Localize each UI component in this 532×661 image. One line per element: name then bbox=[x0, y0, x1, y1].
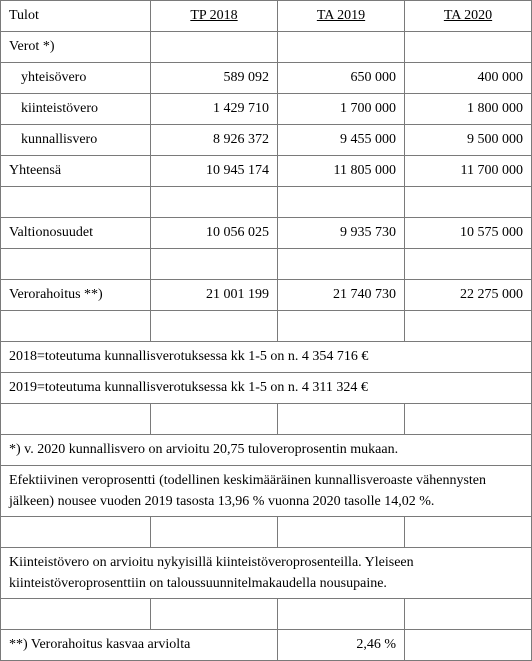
verot-label: Verot *) bbox=[1, 32, 151, 63]
verorahoitus-c1: 21 001 199 bbox=[151, 280, 278, 311]
row-star2: **) Verorahoitus kasvaa arviolta 2,46 % bbox=[1, 630, 532, 661]
row-blank-3 bbox=[1, 311, 532, 342]
cell-empty bbox=[278, 32, 405, 63]
row-note-2018: 2018=toteutuma kunnallisverotuksessa kk … bbox=[1, 342, 532, 373]
yhteensa-c1: 10 945 174 bbox=[151, 156, 278, 187]
note-star2-label: **) Verorahoitus kasvaa arviolta bbox=[1, 630, 278, 661]
cell-empty bbox=[151, 311, 278, 342]
cell-empty bbox=[405, 32, 532, 63]
row-valtionosuudet: Valtionosuudet 10 056 025 9 935 730 10 5… bbox=[1, 218, 532, 249]
label-yhteensa: Yhteensä bbox=[1, 156, 151, 187]
row-verorahoitus: Verorahoitus **) 21 001 199 21 740 730 2… bbox=[1, 280, 532, 311]
cell-empty bbox=[1, 599, 151, 630]
cell-empty bbox=[405, 599, 532, 630]
cell-empty bbox=[405, 187, 532, 218]
label-kiinteistovero: kiinteistövero bbox=[1, 94, 151, 125]
cell-empty bbox=[278, 517, 405, 548]
row-star1b: Efektiivinen veroprosentti (todellinen k… bbox=[1, 466, 532, 517]
row-kiinteisto-note: Kiinteistövero on arvioitu nykyisillä ki… bbox=[1, 548, 532, 599]
yhteisovero-c1: 589 092 bbox=[151, 63, 278, 94]
cell-empty bbox=[1, 249, 151, 280]
cell-empty bbox=[405, 630, 532, 661]
row-blank-5 bbox=[1, 517, 532, 548]
cell-empty bbox=[151, 517, 278, 548]
header-row: Tulot TP 2018 TA 2019 TA 2020 bbox=[1, 1, 532, 32]
cell-empty bbox=[405, 517, 532, 548]
kiinteistovero-c2: 1 700 000 bbox=[278, 94, 405, 125]
yhteisovero-c3: 400 000 bbox=[405, 63, 532, 94]
kunnallisvero-c2: 9 455 000 bbox=[278, 125, 405, 156]
cell-empty bbox=[278, 249, 405, 280]
row-kiinteistovero: kiinteistövero 1 429 710 1 700 000 1 800… bbox=[1, 94, 532, 125]
row-blank-6 bbox=[1, 599, 532, 630]
row-yhteisovero: yhteisövero 589 092 650 000 400 000 bbox=[1, 63, 532, 94]
tulot-table: Tulot TP 2018 TA 2019 TA 2020 Verot *) y… bbox=[0, 0, 532, 661]
cell-empty bbox=[151, 599, 278, 630]
note-kiinteisto: Kiinteistövero on arvioitu nykyisillä ki… bbox=[1, 548, 532, 599]
cell-empty bbox=[1, 404, 151, 435]
cell-empty bbox=[1, 187, 151, 218]
label-verorahoitus: Verorahoitus **) bbox=[1, 280, 151, 311]
kunnallisvero-c1: 8 926 372 bbox=[151, 125, 278, 156]
row-verot-heading: Verot *) bbox=[1, 32, 532, 63]
row-kunnallisvero: kunnallisvero 8 926 372 9 455 000 9 500 … bbox=[1, 125, 532, 156]
header-label: Tulot bbox=[1, 1, 151, 32]
cell-empty bbox=[278, 404, 405, 435]
note-star1a: *) v. 2020 kunnallisvero on arvioitu 20,… bbox=[1, 435, 532, 466]
kiinteistovero-c1: 1 429 710 bbox=[151, 94, 278, 125]
cell-empty bbox=[151, 32, 278, 63]
label-valtionosuudet: Valtionosuudet bbox=[1, 218, 151, 249]
header-col-ta2020: TA 2020 bbox=[405, 1, 532, 32]
cell-empty bbox=[405, 249, 532, 280]
cell-empty bbox=[405, 311, 532, 342]
cell-empty bbox=[405, 404, 532, 435]
cell-empty bbox=[278, 311, 405, 342]
cell-empty bbox=[278, 599, 405, 630]
header-col-tp2018: TP 2018 bbox=[151, 1, 278, 32]
row-star1a: *) v. 2020 kunnallisvero on arvioitu 20,… bbox=[1, 435, 532, 466]
cell-empty bbox=[151, 249, 278, 280]
cell-empty bbox=[1, 311, 151, 342]
valtionosuudet-c2: 9 935 730 bbox=[278, 218, 405, 249]
cell-empty bbox=[151, 404, 278, 435]
yhteisovero-c2: 650 000 bbox=[278, 63, 405, 94]
kunnallisvero-c3: 9 500 000 bbox=[405, 125, 532, 156]
note-2019: 2019=toteutuma kunnallisverotuksessa kk … bbox=[1, 373, 532, 404]
row-blank-2 bbox=[1, 249, 532, 280]
valtionosuudet-c3: 10 575 000 bbox=[405, 218, 532, 249]
cell-empty bbox=[151, 187, 278, 218]
cell-empty bbox=[1, 517, 151, 548]
yhteensa-c2: 11 805 000 bbox=[278, 156, 405, 187]
row-blank-4 bbox=[1, 404, 532, 435]
valtionosuudet-c1: 10 056 025 bbox=[151, 218, 278, 249]
verorahoitus-c2: 21 740 730 bbox=[278, 280, 405, 311]
label-yhteisovero: yhteisövero bbox=[1, 63, 151, 94]
row-note-2019: 2019=toteutuma kunnallisverotuksessa kk … bbox=[1, 373, 532, 404]
cell-empty bbox=[278, 187, 405, 218]
header-col-ta2019: TA 2019 bbox=[278, 1, 405, 32]
label-kunnallisvero: kunnallisvero bbox=[1, 125, 151, 156]
kiinteistovero-c3: 1 800 000 bbox=[405, 94, 532, 125]
verorahoitus-c3: 22 275 000 bbox=[405, 280, 532, 311]
note-star2-value: 2,46 % bbox=[278, 630, 405, 661]
note-star1b: Efektiivinen veroprosentti (todellinen k… bbox=[1, 466, 532, 517]
note-2018: 2018=toteutuma kunnallisverotuksessa kk … bbox=[1, 342, 532, 373]
yhteensa-c3: 11 700 000 bbox=[405, 156, 532, 187]
row-yhteensa: Yhteensä 10 945 174 11 805 000 11 700 00… bbox=[1, 156, 532, 187]
row-blank-1 bbox=[1, 187, 532, 218]
